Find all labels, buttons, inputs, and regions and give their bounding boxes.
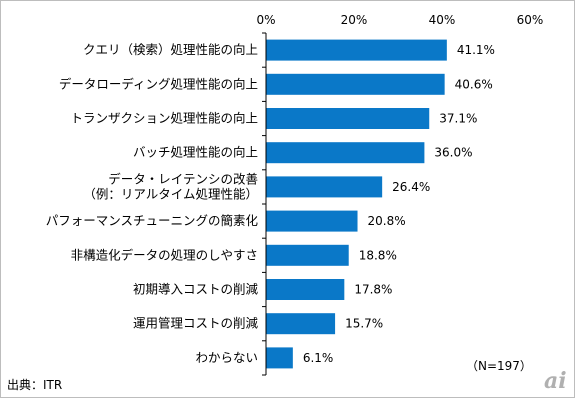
value-label: 40.6% xyxy=(455,77,493,91)
value-label: 36.0% xyxy=(434,146,472,160)
category-label: 運用管理コストの削減 xyxy=(133,316,259,331)
value-label: 41.1% xyxy=(457,43,495,57)
category-label: わからない xyxy=(195,350,258,365)
bar xyxy=(266,347,293,369)
x-tick-label: 0% xyxy=(256,13,275,27)
source-text: 出典：ITR xyxy=(7,378,63,392)
ai-logo-text: ai xyxy=(544,368,567,394)
value-label: 6.1% xyxy=(303,351,334,365)
bar xyxy=(266,210,358,232)
bar xyxy=(266,176,383,198)
ai-logo: ai xyxy=(544,368,567,394)
sample-size-note: （N=197） xyxy=(466,359,532,373)
value-label: 17.8% xyxy=(354,283,392,297)
value-label: 15.7% xyxy=(345,317,383,331)
category-label: データ・レイテンシの改善（例：リアルタイム処理性能） xyxy=(83,171,258,201)
category-label: トランザクション処理性能の向上 xyxy=(70,111,258,126)
category-label: データローディング処理性能の向上 xyxy=(59,76,258,91)
bar xyxy=(266,73,445,95)
value-label: 26.4% xyxy=(392,180,430,194)
bar xyxy=(266,108,430,129)
value-labels: 41.1% 40.6% 37.1% 36.0% 26.4% 20.8% 18.8% 17.8%… xyxy=(303,43,495,365)
x-tick-label: 20% xyxy=(341,13,368,27)
bar xyxy=(266,313,336,335)
bar xyxy=(266,39,447,61)
bar xyxy=(266,244,349,266)
category-label: 初期導入コストの削減 xyxy=(133,282,259,297)
category-label: バッチ処理性能の向上 xyxy=(133,145,258,160)
category-label: パフォーマンスチューニングの簡素化 xyxy=(46,213,259,228)
x-axis: 0% 20% 40% 60% xyxy=(256,13,543,27)
bar xyxy=(266,279,345,300)
x-tick-label: 60% xyxy=(517,13,544,27)
category-label: クエリ（検索）処理性能の向上 xyxy=(83,42,258,57)
category-labels: クエリ（検索）処理性能の向上データローディング処理性能の向上トランザクション処理… xyxy=(46,32,266,376)
value-label: 18.8% xyxy=(359,248,397,262)
bars xyxy=(266,39,447,369)
value-label: 37.1% xyxy=(439,112,477,126)
value-label: 20.8% xyxy=(368,214,406,228)
x-tick-label: 40% xyxy=(429,13,456,27)
category-label: 非構造化データの処理のしやすさ xyxy=(71,247,258,262)
bar xyxy=(266,142,425,164)
